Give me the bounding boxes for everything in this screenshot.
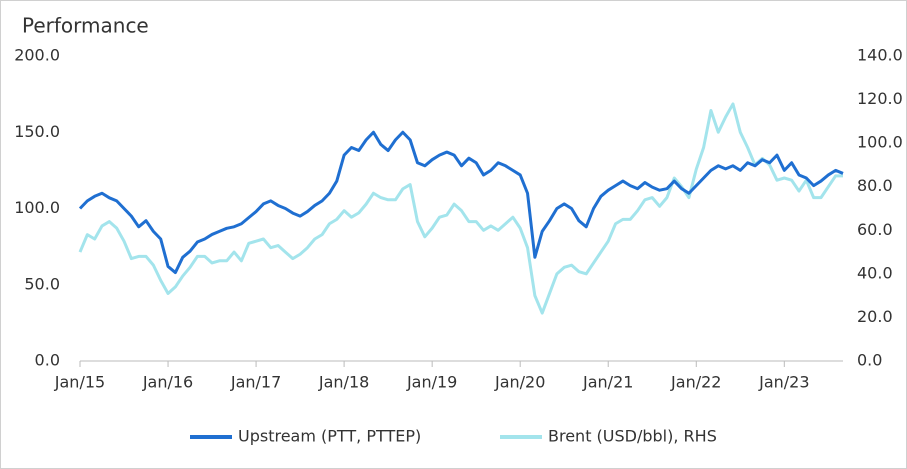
x-tick-label: Jan/15 (54, 373, 105, 392)
y-tick-label: 200.0 (14, 46, 60, 65)
y2-tick-label: 140.0 (857, 46, 903, 65)
x-tick-label: Jan/19 (406, 373, 457, 392)
y2-tick-label: 20.0 (857, 307, 893, 326)
y2-tick-label: 0.0 (857, 351, 882, 370)
y-tick-label: 50.0 (24, 274, 60, 293)
series-line (78, 102, 843, 315)
x-tick-label: Jan/20 (494, 373, 545, 392)
y-tick-label: 100.0 (14, 198, 60, 217)
y-tick-label: 0.0 (35, 351, 60, 370)
legend-label: Upstream (PTT, PTTEP) (238, 427, 421, 446)
legend-label: Brent (USD/bbl), RHS (548, 427, 717, 446)
x-tick-label: Jan/23 (758, 373, 809, 392)
y-tick-label: 150.0 (14, 122, 60, 141)
y2-tick-label: 100.0 (857, 133, 903, 152)
chart-title: Performance (22, 14, 149, 38)
x-tick-label: Jan/17 (230, 373, 281, 392)
y2-tick-label: 80.0 (857, 176, 893, 195)
y2-tick-label: 120.0 (857, 89, 903, 108)
y2-tick-label: 60.0 (857, 220, 893, 239)
x-tick-label: Jan/22 (670, 373, 721, 392)
y2-tick-label: 40.0 (857, 263, 893, 282)
x-tick-label: Jan/18 (318, 373, 369, 392)
x-tick-label: Jan/21 (582, 373, 633, 392)
x-tick-label: Jan/16 (142, 373, 193, 392)
series-line (78, 130, 844, 275)
